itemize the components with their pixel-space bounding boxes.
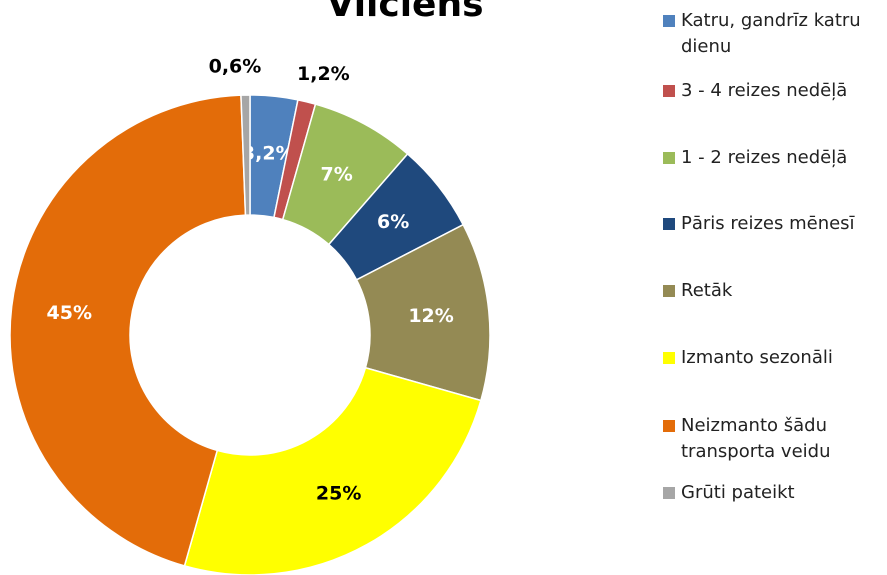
legend-item: Katru, gandrīz katru dienu [663, 8, 885, 60]
data-label: 6% [377, 211, 409, 233]
legend-label: Katru, gandrīz katru dienu [681, 10, 861, 57]
data-label: 3,2% [242, 142, 295, 164]
slice [240, 94, 251, 216]
data-label: 25% [316, 482, 361, 504]
legend-item: Neizmanto šādu transporta veidu [663, 413, 885, 465]
data-label: 45% [47, 302, 92, 324]
legend-label: 3 - 4 reizes nedēļā [681, 80, 848, 101]
legend-swatch [663, 85, 675, 97]
legend-item: 1 - 2 reizes nedēļā [663, 145, 885, 171]
legend-swatch [663, 420, 675, 432]
data-label: 12% [408, 305, 453, 327]
legend-item: 3 - 4 reizes nedēļā [663, 78, 885, 104]
legend-item: Izmanto sezonāli [663, 345, 885, 371]
legend-swatch [663, 152, 675, 164]
legend-label: Grūti pateikt [681, 482, 795, 503]
legend-label: Pāris reizes mēnesī [681, 213, 855, 234]
data-label: 1,2% [297, 63, 350, 85]
slice [355, 223, 491, 402]
legend-label: 1 - 2 reizes nedēļā [681, 147, 848, 168]
chart-title: Vilciens [326, 0, 483, 25]
legend-label: Neizmanto šādu transporta veidu [681, 415, 831, 462]
legend-swatch [663, 352, 675, 364]
legend-label: Retāk [681, 280, 733, 301]
data-label: 7% [321, 163, 353, 185]
slice [183, 366, 482, 575]
legend-swatch [663, 487, 675, 499]
legend-item: Grūti pateikt [663, 480, 885, 506]
legend-item: Retāk [663, 278, 885, 304]
legend-swatch [663, 15, 675, 27]
legend-swatch [663, 218, 675, 230]
legend-label: Izmanto sezonāli [681, 347, 833, 368]
legend-item: Pāris reizes mēnesī [663, 211, 885, 237]
legend-swatch [663, 285, 675, 297]
data-label: 0,6% [209, 56, 262, 78]
slice [9, 94, 247, 567]
